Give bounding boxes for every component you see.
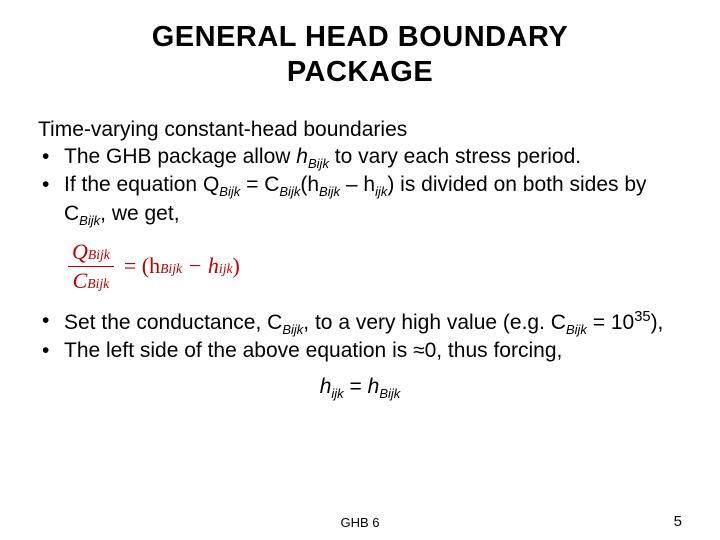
bullet-3-text-b: , to a very high value (e.g. C bbox=[303, 311, 566, 334]
footer-center-label: GHB 6 bbox=[0, 515, 720, 530]
eq-rhs-close: ) bbox=[233, 253, 240, 278]
eq-rhs-sub1: Bijk bbox=[160, 261, 182, 276]
section-heading: Time-varying constant-head boundaries bbox=[38, 118, 682, 142]
bullet-4: The left side of the above equation is ≈… bbox=[38, 338, 682, 364]
bullet-3-text-d: ), bbox=[651, 311, 664, 334]
eq-num-sym: Q bbox=[72, 239, 88, 264]
page-number: 5 bbox=[674, 513, 682, 530]
bullet-2-text-d: – h bbox=[340, 173, 375, 196]
bullet-2-sub2: Bijk bbox=[279, 184, 300, 199]
bullet-2-text-b: = C bbox=[240, 173, 279, 196]
bullet-2: If the equation QBijk = CBijk(hBijk – hi… bbox=[38, 172, 682, 229]
bullet-3-sup: 35 bbox=[634, 309, 650, 325]
bullet-2-text-a: If the equation Q bbox=[64, 173, 219, 196]
bullet-3-sub2: Bijk bbox=[566, 322, 587, 337]
equation-fraction: QBijk CBijk = (hBijk − hijk) bbox=[68, 239, 682, 294]
page-title: GENERAL HEAD BOUNDARY PACKAGE bbox=[38, 20, 682, 90]
final-rhs: h bbox=[368, 375, 380, 398]
bullet-1-sub: Bijk bbox=[308, 156, 329, 171]
equation-rhs: = (hBijk − hijk) bbox=[124, 253, 240, 279]
eq-equals: = bbox=[124, 253, 142, 278]
bullet-3-text-c: = 10 bbox=[587, 311, 634, 334]
bullet-2-sub4: ijk bbox=[375, 184, 387, 199]
final-lhs-sub: ijk bbox=[331, 386, 343, 401]
eq-den-sub: Bijk bbox=[87, 276, 109, 291]
bullet-1-text-b: to vary each stress period. bbox=[329, 145, 581, 168]
eq-rhs-open: (h bbox=[142, 253, 160, 278]
final-equation: hijk = hBijk bbox=[38, 375, 682, 401]
equation-numerator: QBijk bbox=[68, 239, 114, 267]
bullet-2-sub5: Bijk bbox=[79, 213, 100, 228]
bullet-2-text-c: (h bbox=[300, 173, 319, 196]
eq-rhs-mid: − h bbox=[182, 253, 219, 278]
title-line-1: GENERAL HEAD BOUNDARY bbox=[152, 21, 569, 53]
bullet-1-text-a: The GHB package allow bbox=[64, 145, 296, 168]
final-equals: = bbox=[344, 375, 368, 398]
final-rhs-sub: Bijk bbox=[379, 386, 400, 401]
bullet-3: Set the conductance, CBijk, to a very hi… bbox=[38, 308, 682, 338]
equation-fraction-stack: QBijk CBijk bbox=[68, 239, 114, 294]
bullet-2-sub3: Bijk bbox=[319, 184, 340, 199]
bullet-list-2: Set the conductance, CBijk, to a very hi… bbox=[38, 308, 682, 365]
bullet-2-text-f: , we get, bbox=[100, 202, 179, 225]
equation-denominator: CBijk bbox=[69, 267, 114, 294]
title-line-2: PACKAGE bbox=[287, 56, 433, 88]
bullet-list-1: The GHB package allow hBijk to vary each… bbox=[38, 144, 682, 229]
eq-rhs-sub2: ijk bbox=[219, 261, 233, 276]
bullet-3-sub1: Bijk bbox=[282, 322, 303, 337]
eq-num-sub: Bijk bbox=[88, 247, 110, 262]
bullet-3-text-a: Set the conductance, C bbox=[64, 311, 282, 334]
bullet-1-var: h bbox=[296, 145, 308, 168]
bullet-2-sub1: Bijk bbox=[219, 184, 240, 199]
eq-den-sym: C bbox=[73, 268, 88, 293]
final-lhs: h bbox=[320, 375, 332, 398]
bullet-1: The GHB package allow hBijk to vary each… bbox=[38, 144, 682, 172]
